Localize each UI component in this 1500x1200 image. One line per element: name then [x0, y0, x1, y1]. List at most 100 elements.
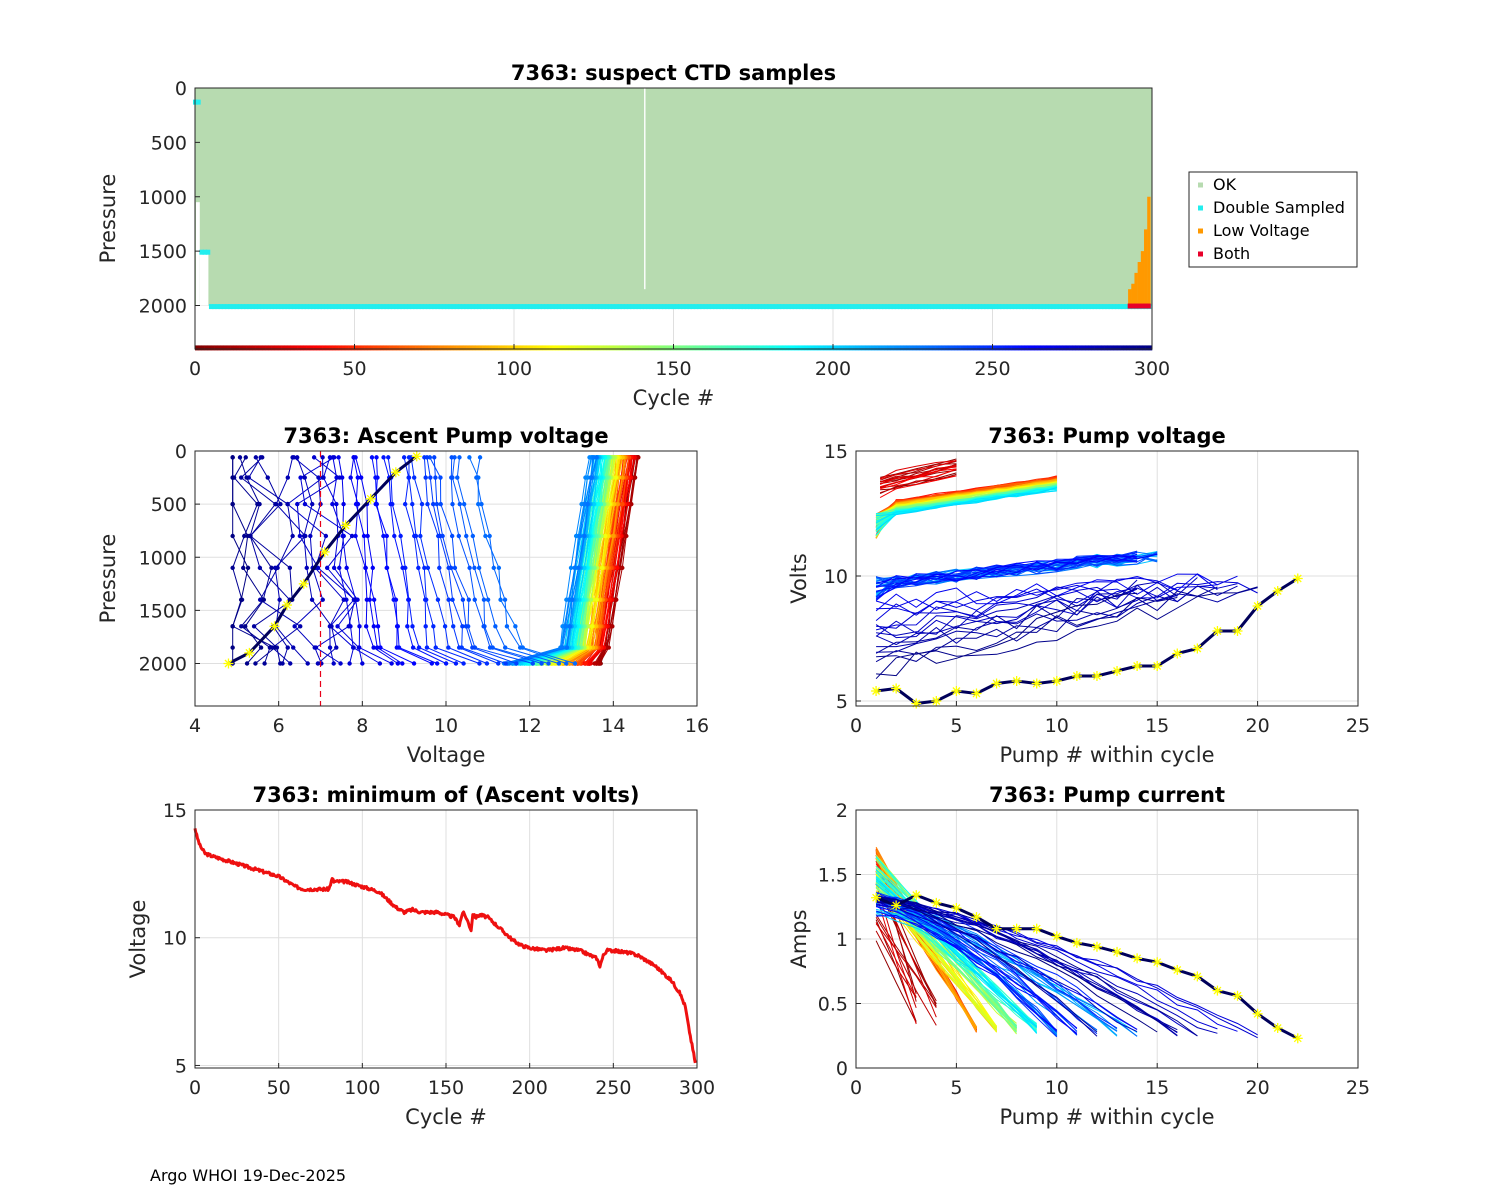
double-sampled-marker [505, 304, 511, 310]
cycle-color-marker [670, 345, 674, 351]
cycle-color-marker [1097, 345, 1102, 351]
ascent-sample-point [334, 501, 339, 507]
y-tick-label: 0 [175, 441, 187, 463]
double-sampled-marker [291, 304, 297, 310]
ascent-sample-point [230, 624, 235, 629]
double-sampled-marker [295, 304, 300, 310]
cycle-color-marker [686, 345, 690, 351]
double-sampled-marker [996, 304, 1002, 310]
cycle-color-marker [762, 345, 767, 351]
ascent-sample-point [496, 661, 501, 666]
ascent-sample-point [327, 455, 333, 460]
cycle-color-marker [603, 345, 607, 351]
last-cycle-line [875, 577, 1299, 706]
ascent-sample-point [257, 565, 263, 571]
ascent-sample-point [272, 645, 278, 650]
double-sampled-marker [770, 304, 775, 310]
yellow-star-marker [1232, 626, 1243, 636]
cycle-color-marker [246, 345, 250, 351]
cycle-color-marker [1129, 345, 1134, 351]
ascent-sample-point [502, 597, 508, 602]
cycle-color-marker [456, 345, 461, 351]
double-sampled-marker [314, 304, 319, 310]
ascent-sample-point [304, 565, 309, 571]
cycle-color-marker [313, 345, 317, 351]
double-sampled-marker [1047, 304, 1053, 310]
ascent-sample-point [392, 533, 397, 539]
cycle-color-marker [309, 345, 314, 351]
cycle-color-marker [1148, 345, 1153, 351]
ascent-sample-point [243, 455, 248, 460]
legend: OK Double Sampled Low Voltage Both [1188, 171, 1358, 268]
ascent-sample-point [406, 475, 411, 480]
double-sampled-marker [1038, 304, 1043, 310]
ascent-sample-point [425, 565, 431, 571]
ascent-sample-point [449, 475, 454, 480]
ascent-sample-point [476, 501, 481, 507]
ascent-sample-point [344, 565, 349, 571]
double-sampled-marker [885, 304, 890, 310]
y-tick-label: 15 [824, 441, 848, 463]
yellow-star-marker [269, 621, 280, 632]
cycle-color-marker [281, 345, 285, 351]
double-sampled-marker [451, 304, 456, 310]
cycle-color-marker [919, 345, 923, 351]
pump-current-cycle-line [876, 901, 1198, 1037]
double-sampled-marker [1079, 304, 1085, 310]
cycle-color-marker [848, 345, 853, 351]
ascent-sample-point [570, 597, 575, 602]
cycle-color-marker [708, 345, 713, 351]
star-stroke [270, 622, 279, 631]
double-sampled-marker [285, 304, 291, 310]
cycle-color-marker [746, 345, 751, 351]
ascent-sample-point [334, 645, 339, 650]
ascent-sample-point [481, 597, 487, 602]
cycle-color-marker [236, 345, 240, 351]
double-sampled-marker [307, 304, 313, 310]
ascent-sample-point [483, 533, 488, 539]
ascent-sample-point [446, 565, 451, 571]
ascent-sample-point [373, 501, 378, 507]
ascent-sample-point [461, 501, 467, 507]
star-stroke [224, 659, 233, 668]
cycle-color-marker [517, 345, 521, 351]
cycle-color-marker [647, 345, 652, 351]
ascent-sample-point [594, 597, 600, 602]
ascent-sample-point [539, 661, 544, 666]
cycle-color-marker [695, 345, 700, 351]
ascent-sample-point [402, 501, 408, 507]
double-sampled-marker [636, 304, 641, 310]
cycle-color-marker [252, 345, 256, 351]
yellow-star-marker [1272, 1023, 1283, 1034]
double-sampled-marker [588, 304, 594, 310]
cycle-color-marker [730, 345, 735, 351]
double-sampled-marker [403, 304, 409, 310]
cycle-color-marker [982, 345, 987, 351]
ascent-sample-point [262, 661, 267, 666]
ascent-sample-point [375, 624, 381, 629]
cycle-color-marker [998, 345, 1003, 351]
ascent-sample-point [587, 455, 592, 460]
cycle-color-marker [411, 345, 416, 351]
star-stroke [1093, 672, 1101, 680]
yellow-star-marker [891, 683, 902, 694]
ascent-sample-point [620, 475, 625, 480]
double-sampled-marker [323, 304, 329, 310]
cycle-color-marker [571, 345, 575, 351]
ascent-sample-point [323, 533, 329, 539]
axes-frame [194, 87, 1153, 350]
double-sampled-marker [384, 304, 389, 310]
double-sampled-marker [1086, 304, 1091, 310]
cycle-color-marker [1011, 345, 1016, 351]
double-sampled-marker [1124, 304, 1129, 310]
cycle-color-marker [676, 345, 681, 351]
cycle-color-marker [663, 345, 668, 351]
double-sampled-marker [476, 304, 482, 310]
ascent-sample-point [585, 501, 590, 507]
ascent-sample-point [425, 501, 430, 507]
double-sampled-marker [400, 304, 405, 310]
star-stroke [1012, 677, 1021, 685]
double-sampled-marker [949, 304, 954, 310]
double-sampled-marker [553, 304, 558, 310]
ascent-sample-point [582, 565, 587, 571]
